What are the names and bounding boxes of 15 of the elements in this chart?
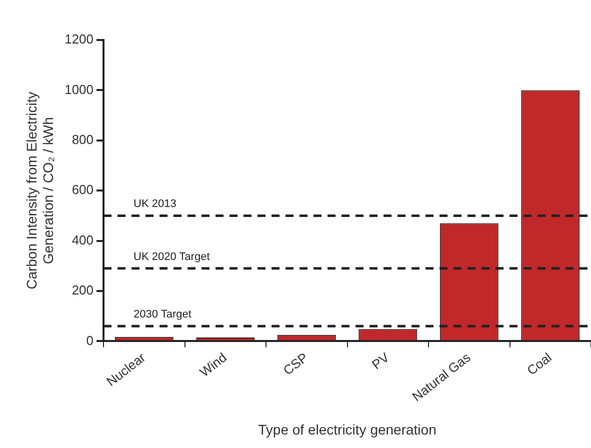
ref-line-label: UK 2020 Target [134,250,210,263]
y-tick-label: 600 [72,182,94,198]
ref-line-label: UK 2013 [134,198,176,210]
x-tick-label: Coal [524,350,555,378]
x-tick-label: CSP [280,350,311,378]
y-tick-label: 0 [86,332,94,348]
y-tick-label: 400 [72,232,94,248]
x-tick-label: PV [369,350,392,372]
x-axis-title: Type of electricity generation [258,421,436,438]
y-axis-title: Carbon Intensity from Electricity Generation / CO₂ / kWh [23,92,56,290]
ref-line-label: 2030 Target [134,308,192,321]
y-tick-label: 800 [72,132,94,147]
y-tick-label: 1000 [64,82,94,97]
y-tick-label: 200 [72,282,94,298]
y-tick-label: 1200 [64,32,94,47]
